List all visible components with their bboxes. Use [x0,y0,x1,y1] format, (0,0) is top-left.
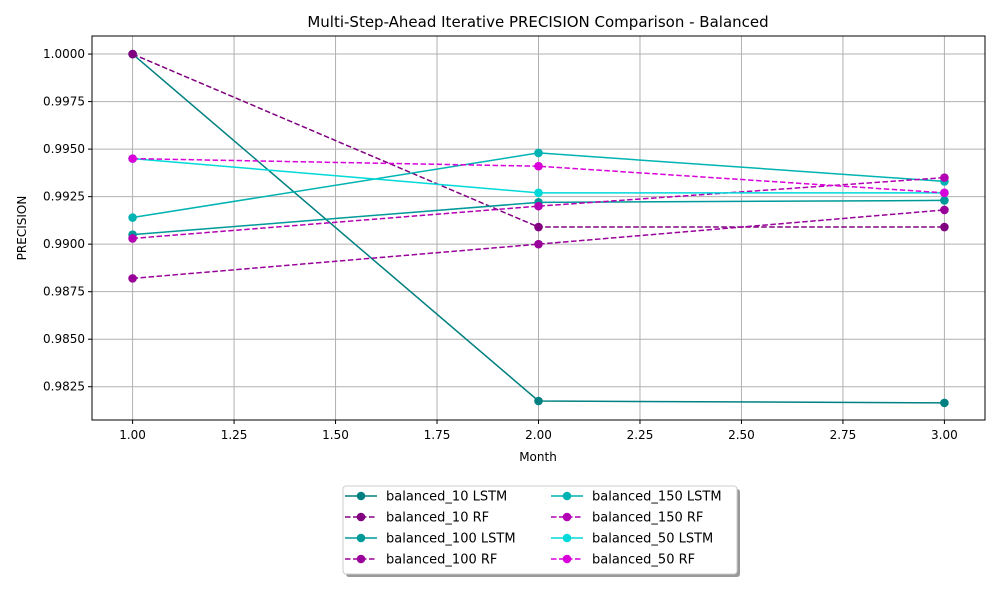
legend-marker [356,512,366,522]
legend-marker [356,533,366,543]
legend-label: balanced_150 RF [592,511,703,526]
data-point [128,154,137,163]
legend-box [342,485,738,575]
legend-marker [562,491,572,501]
y-tick-label: 0.9900 [43,237,85,251]
x-tick-label: 1.50 [322,428,349,442]
y-tick-label: 0.9850 [43,332,85,346]
data-point [940,188,949,198]
data-point [128,213,137,222]
data-point [128,274,137,283]
y-tick-label: 0.9825 [43,380,85,394]
x-tick-label: 1.75 [424,428,451,442]
data-point [534,396,543,406]
legend-label: balanced_100 RF [386,553,497,568]
legend-label: balanced_50 LSTM [592,532,713,547]
legend-marker [356,554,366,564]
data-point [940,398,949,408]
y-tick-label: 0.9875 [43,285,85,299]
y-axis: 0.9825 0.9850 0.9875 0.9900 0.9925 0.9950 0.99… [43,47,92,394]
y-tick-label: 0.9975 [43,95,85,109]
data-point [940,173,949,182]
legend-label: balanced_10 RF [386,511,489,526]
data-point [534,201,543,211]
data-point [128,49,137,59]
chart-title: Multi-Step-Ahead Iterative PRECISION Com… [307,13,768,31]
x-tick-label: 1.25 [221,428,248,442]
series-line [132,157,945,194]
legend-label: balanced_100 LSTM [386,532,516,547]
x-tick-label: 3.00 [931,428,958,442]
x-tick-label: 2.00 [525,428,552,442]
legend-label: balanced_50 RF [592,553,695,568]
x-tick-label: 2.50 [728,428,755,442]
data-point [940,222,949,232]
x-tick-label: 2.25 [627,428,654,442]
data-point [940,196,949,205]
data-point [940,205,949,215]
data-point [128,234,137,243]
legend-marker [562,554,572,564]
y-tick-label: 0.9925 [43,190,85,204]
y-tick-label: 1.0000 [43,47,85,61]
x-tick-label: 1.00 [119,428,146,442]
legend-marker [562,533,572,543]
x-tick-label: 2.75 [830,428,857,442]
data-point [534,222,543,232]
legend-label: balanced_150 LSTM [592,490,722,505]
legend: balanced_10 LSTM balanced_10 RF balanced_1… [342,485,740,577]
legend-label: balanced_10 LSTM [386,490,507,505]
data-point [534,239,543,249]
legend-marker [356,491,366,501]
legend-marker [562,512,572,522]
y-tick-label: 0.9950 [43,142,85,156]
y-axis-label: PRECISION [15,196,29,261]
series-group [128,49,949,408]
legend-items: balanced_10 LSTM balanced_10 RF balanced_1… [345,490,722,568]
x-axis-label: Month [519,450,557,464]
data-point [534,161,543,171]
x-axis: 1.00 1.25 1.50 1.75 2.00 2.25 2.50 2.75 3.00 [119,420,958,442]
data-point [534,188,543,198]
data-point [534,148,543,158]
